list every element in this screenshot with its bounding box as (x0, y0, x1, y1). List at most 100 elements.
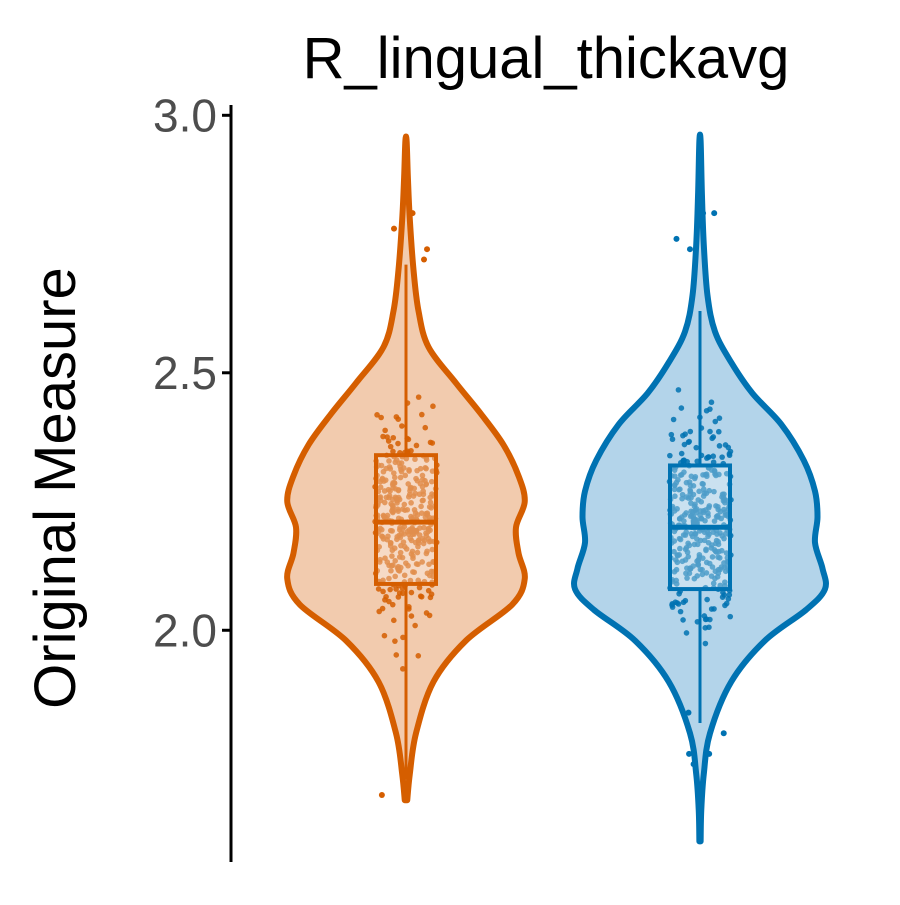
jitter-point (415, 540, 422, 547)
jitter-point (686, 438, 693, 445)
jitter-point (700, 555, 706, 561)
jitter-point (679, 495, 685, 502)
jitter-point (412, 456, 418, 463)
jitter-point (674, 552, 680, 558)
jitter-point (688, 512, 695, 519)
y-axis-label: Original Measure (23, 267, 88, 709)
jitter-point (394, 536, 400, 543)
jitter-point (399, 590, 406, 597)
jitter-point (399, 423, 405, 429)
jitter-point (394, 506, 401, 512)
jitter-point (381, 488, 388, 494)
jitter-point (722, 512, 729, 518)
jitter-point (381, 513, 387, 520)
jitter-point (407, 488, 413, 494)
outlier-point (424, 246, 431, 253)
jitter-point (397, 474, 404, 481)
jitter-point (419, 497, 426, 504)
jitter-point (670, 416, 677, 423)
jitter-point (412, 622, 418, 629)
jitter-point (416, 584, 423, 591)
jitter-point (719, 594, 726, 600)
jitter-point (389, 502, 396, 509)
jitter-point (414, 549, 421, 556)
jitter-point (377, 556, 383, 563)
jitter-point (685, 495, 692, 501)
jitter-point (393, 652, 400, 658)
jitter-point (712, 568, 719, 575)
jitter-point (691, 541, 698, 548)
jitter-point (390, 562, 396, 569)
jitter-point (677, 608, 684, 615)
jitter-point (700, 481, 706, 487)
jitter-point (409, 527, 416, 534)
jitter-point (427, 499, 434, 506)
jitter-point (722, 579, 728, 585)
box-iqr (374, 453, 438, 586)
jitter-point (401, 501, 408, 508)
jitter-point (715, 428, 722, 435)
jitter-point (402, 472, 409, 479)
jitter-point (687, 488, 694, 495)
jitter-point (387, 443, 394, 450)
jitter-point (703, 547, 709, 554)
jitter-point (426, 572, 433, 579)
jitter-point (716, 555, 723, 561)
jitter-point (671, 568, 678, 575)
jitter-point (387, 527, 394, 534)
jitter-point (687, 482, 694, 489)
outlier-point (421, 256, 428, 263)
jitter-point (704, 529, 711, 535)
jitter-point (400, 634, 406, 641)
jitter-point (676, 515, 683, 522)
jitter-point (399, 506, 406, 512)
jitter-point (386, 458, 392, 464)
violin-group-2 (571, 131, 829, 845)
jitter-point (720, 589, 726, 596)
jitter-point (374, 412, 380, 418)
jitter-point (423, 530, 429, 536)
jitter-point (387, 466, 394, 472)
jitter-point (727, 613, 734, 620)
jitter-point (713, 513, 720, 520)
jitter-point (387, 586, 393, 593)
jitter-point (422, 477, 428, 484)
jitter-point (392, 573, 398, 580)
jitter-point (667, 452, 673, 459)
jitter-point (417, 480, 424, 487)
jitter-point (709, 435, 715, 442)
jitter-point (725, 596, 732, 602)
jitter-point (711, 518, 718, 524)
jitter-point (393, 457, 400, 463)
jitter-point (669, 436, 676, 443)
jitter-point (391, 617, 397, 624)
jitter-point (397, 549, 404, 556)
jitter-point (389, 553, 395, 559)
outlier-point (686, 750, 693, 757)
jitter-point (671, 538, 678, 544)
jitter-point (702, 471, 709, 478)
jitter-point (415, 653, 422, 659)
jitter-point (410, 553, 416, 559)
jitter-point (680, 617, 686, 623)
jitter-point (676, 590, 682, 597)
jitter-point (395, 567, 402, 574)
jitter-point (678, 450, 685, 457)
jitter-point (419, 472, 426, 479)
jitter-point (375, 586, 382, 592)
jitter-point (719, 454, 725, 460)
jitter-point (429, 546, 436, 553)
jitter-point (384, 434, 390, 440)
jitter-point (393, 414, 400, 420)
jitter-point (421, 537, 428, 544)
y-tick-label: 3.0 (153, 89, 217, 141)
jitter-point (384, 536, 390, 543)
jitter-point (408, 613, 415, 619)
jitter-point (703, 407, 710, 414)
jitter-point (704, 596, 710, 603)
outlier-point (706, 750, 713, 757)
jitter-point (683, 630, 690, 636)
jitter-point (712, 418, 719, 425)
y-tick-label: 2.0 (153, 604, 217, 656)
jitter-point (395, 494, 402, 501)
